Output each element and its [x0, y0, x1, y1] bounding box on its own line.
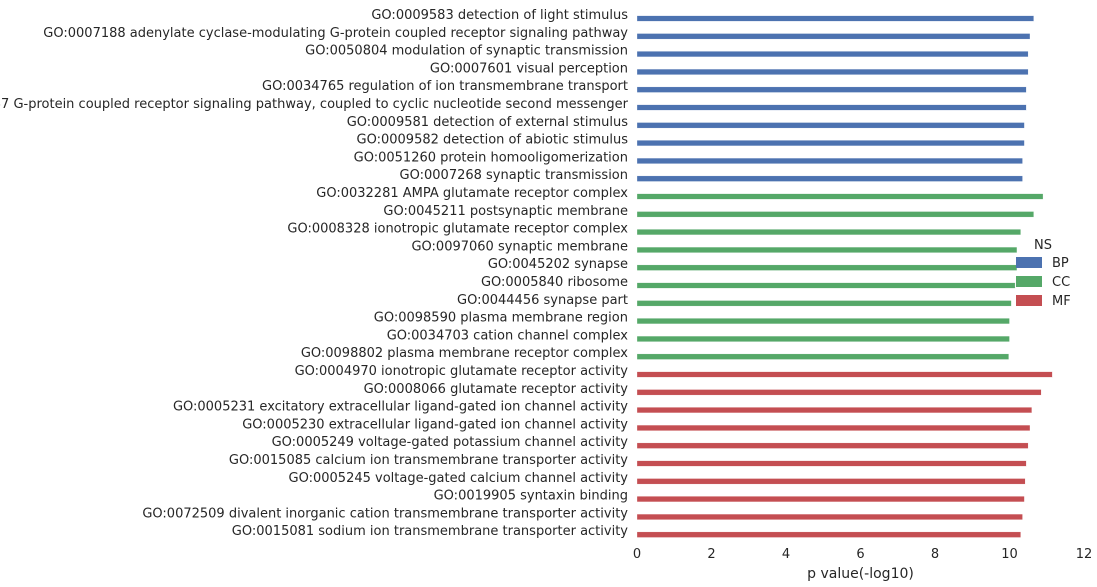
category-label: GO:0097060 synaptic membrane — [411, 239, 628, 254]
category-label: GO:0005840 ribosome — [481, 275, 628, 290]
legend-title: NS — [1034, 238, 1052, 253]
legend-swatch-cc — [1016, 276, 1042, 287]
bar-mf — [636, 513, 1023, 520]
legend: NS BP CC MF — [1016, 238, 1071, 309]
bar-mf — [636, 424, 1031, 431]
category-label: GO:0098802 plasma membrane receptor comp… — [301, 346, 628, 361]
bar-bp — [636, 86, 1027, 93]
bar-cc — [636, 229, 1021, 236]
category-label: GO:0045202 synapse — [488, 257, 628, 272]
category-label: GO:0050804 modulation of synaptic transm… — [305, 44, 628, 59]
category-label: GO:0034765 regulation of ion transmembra… — [262, 79, 628, 94]
bar-bp — [636, 15, 1034, 22]
x-tick-label: 0 — [633, 547, 641, 562]
bar-bp — [636, 122, 1025, 129]
category-label: GO:0005245 voltage-gated calcium channel… — [289, 471, 629, 486]
category-label: GO:0044456 synapse part — [457, 293, 628, 308]
category-label: GO:0051260 protein homooligomerization — [354, 150, 628, 165]
bar-bp — [636, 157, 1023, 164]
bar-mf — [636, 478, 1026, 485]
x-tick-label: 4 — [782, 547, 790, 562]
category-label: GO:0009582 detection of abiotic stimulus — [357, 133, 629, 148]
legend-label-mf: MF — [1052, 294, 1071, 309]
legend-swatch-mf — [1016, 295, 1042, 306]
bar-cc — [636, 282, 1016, 289]
bar-mf — [636, 407, 1033, 414]
category-label: GO:0019905 syntaxin binding — [434, 489, 628, 504]
legend-label-cc: CC — [1052, 275, 1070, 290]
category-label: GO:0008328 ionotropic glutamate receptor… — [287, 222, 628, 237]
legend-swatch-bp — [1016, 257, 1042, 268]
bar-bp — [636, 51, 1029, 58]
bar-cc — [636, 264, 1018, 271]
bars-group — [636, 15, 1053, 538]
bar-mf — [636, 389, 1042, 396]
x-tick-label: 8 — [931, 547, 939, 562]
category-label: GO:0005230 extracellular ligand-gated io… — [242, 417, 628, 432]
x-axis-title: p value(-log10) — [807, 566, 914, 582]
category-label: GO:0007188 adenylate cyclase-modulating … — [43, 26, 628, 41]
bar-cc — [636, 318, 1010, 325]
category-label: GO:0072509 divalent inorganic cation tra… — [142, 506, 628, 521]
category-label: GO:0007187 G-protein coupled receptor si… — [0, 97, 629, 112]
x-tick-label: 2 — [707, 547, 715, 562]
bar-cc — [636, 193, 1044, 200]
bar-mf — [636, 371, 1053, 378]
category-label: GO:0045211 postsynaptic membrane — [383, 204, 628, 219]
bar-bp — [636, 68, 1029, 75]
category-label: GO:0009583 detection of light stimulus — [371, 8, 628, 23]
bar-cc — [636, 211, 1034, 218]
bar-mf — [636, 496, 1025, 503]
bar-bp — [636, 33, 1031, 40]
category-label: GO:0008066 glutamate receptor activity — [364, 382, 629, 397]
category-label: GO:0009581 detection of external stimulu… — [347, 115, 629, 130]
bar-cc — [636, 335, 1010, 342]
x-tick-label: 10 — [1001, 547, 1018, 562]
category-label: GO:0005231 excitatory extracellular liga… — [173, 400, 628, 415]
bar-cc — [636, 300, 1012, 307]
category-label: GO:0015085 calcium ion transmembrane tra… — [229, 453, 628, 468]
category-label: GO:0007268 synaptic transmission — [400, 168, 628, 183]
category-label: GO:0015081 sodium ion transmembrane tran… — [232, 524, 628, 539]
category-labels-group: GO:0009583 detection of light stimulus GO… — [0, 8, 629, 539]
category-label: GO:0098590 plasma membrane region — [374, 311, 628, 326]
x-axis-ticks-group: 0 2 4 6 8 10 12 — [633, 547, 1092, 562]
legend-label-bp: BP — [1052, 256, 1069, 271]
bar-bp — [636, 140, 1025, 147]
category-label: GO:0007601 visual perception — [430, 61, 628, 76]
bar-cc — [636, 246, 1018, 253]
x-tick-label: 6 — [856, 547, 864, 562]
category-label: GO:0005249 voltage-gated potassium chann… — [272, 435, 629, 450]
category-label: GO:0032281 AMPA glutamate receptor compl… — [316, 186, 628, 201]
bar-mf — [636, 460, 1027, 467]
bar-cc — [636, 353, 1009, 360]
bar-mf — [636, 442, 1029, 449]
bar-mf — [636, 531, 1021, 538]
bar-bp — [636, 104, 1027, 111]
bar-bp — [636, 175, 1023, 182]
category-label: GO:0034703 cation channel complex — [387, 328, 629, 343]
x-tick-label: 12 — [1076, 547, 1093, 562]
category-label: GO:0004970 ionotropic glutamate receptor… — [295, 364, 629, 379]
